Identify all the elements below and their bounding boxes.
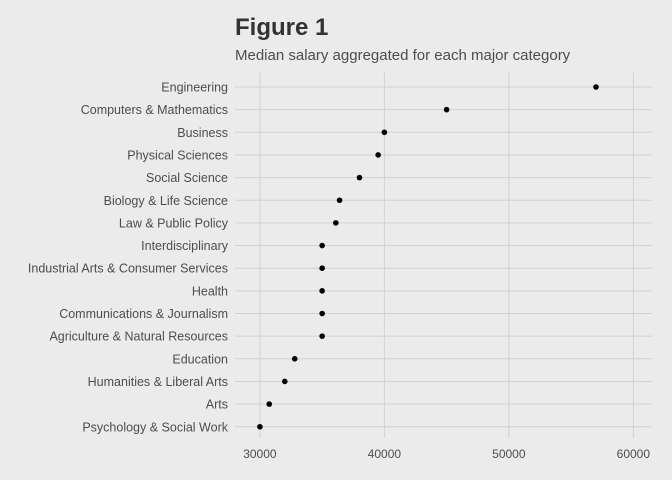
grid-lines xyxy=(235,72,652,438)
x-axis-ticks: 30000 40000 50000 60000 xyxy=(243,447,650,461)
data-point xyxy=(281,378,288,385)
category-label: Education xyxy=(172,352,228,366)
x-tick-label: 60000 xyxy=(617,447,651,461)
data-point xyxy=(381,129,388,136)
data-point xyxy=(336,197,343,204)
category-label: Law & Public Policy xyxy=(119,216,229,230)
data-point xyxy=(319,288,325,294)
category-label: Physical Sciences xyxy=(127,148,228,162)
category-label: Business xyxy=(177,126,228,140)
category-label: Social Science xyxy=(146,171,228,185)
data-point xyxy=(356,174,363,181)
data-point xyxy=(593,84,599,90)
data-point xyxy=(319,265,325,272)
category-label: Computers & Mathematics xyxy=(81,103,228,117)
data-points xyxy=(257,84,599,430)
x-tick-label: 30000 xyxy=(243,447,277,461)
data-point xyxy=(319,310,325,317)
data-point xyxy=(333,220,339,226)
x-tick-label: 40000 xyxy=(368,447,402,461)
data-point xyxy=(375,152,381,158)
chart-title: Figure 1 xyxy=(235,14,329,41)
category-label: Arts xyxy=(206,398,228,412)
category-labels: Engineering Computers & Mathematics Busine… xyxy=(28,81,229,435)
category-label: Engineering xyxy=(161,81,228,95)
category-label: Interdisciplinary xyxy=(141,239,229,253)
category-label: Industrial Arts & Consumer Services xyxy=(28,262,228,276)
category-label: Health xyxy=(192,284,228,298)
category-label: Agriculture & Natural Resources xyxy=(49,330,228,344)
data-point xyxy=(319,242,325,249)
data-point xyxy=(257,423,263,430)
data-point xyxy=(266,401,273,407)
chart-subtitle: Median salary aggregated for each major … xyxy=(235,47,571,64)
data-point xyxy=(291,356,298,362)
x-tick-label: 50000 xyxy=(492,447,526,461)
category-label: Communications & Journalism xyxy=(59,307,228,321)
data-point xyxy=(443,106,450,113)
category-label: Biology & Life Science xyxy=(104,194,228,208)
category-label: Humanities & Liberal Arts xyxy=(88,375,228,389)
data-point xyxy=(319,333,325,339)
category-label: Psychology & Social Work xyxy=(82,420,228,434)
